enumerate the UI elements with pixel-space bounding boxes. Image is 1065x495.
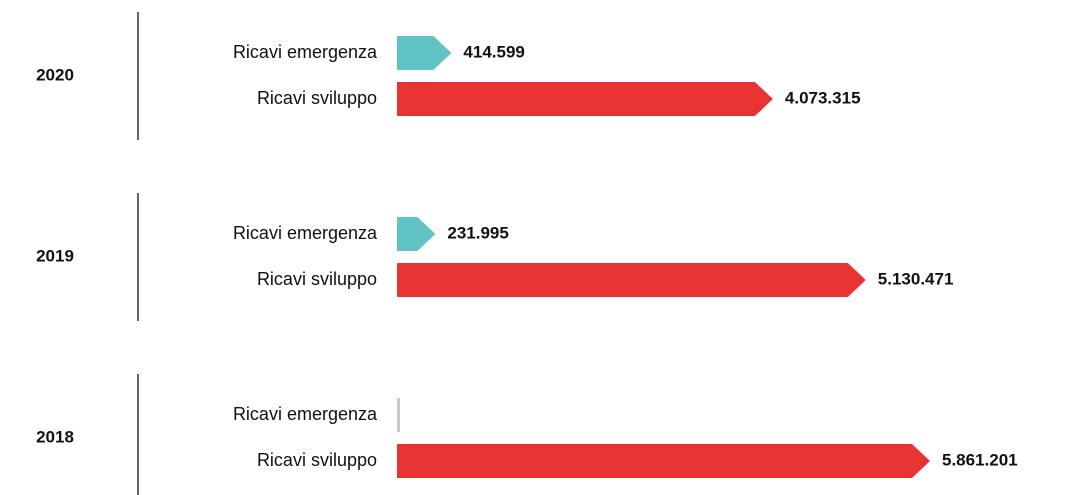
bar bbox=[397, 263, 866, 297]
value-label: 414.599 bbox=[463, 42, 524, 61]
series-label: Ricavi sviluppo bbox=[257, 450, 377, 470]
series-label: Ricavi emergenza bbox=[233, 404, 378, 424]
year-label: 2018 bbox=[36, 427, 74, 446]
value-label: 5.130.471 bbox=[878, 269, 954, 288]
bar bbox=[397, 82, 773, 116]
bar bbox=[397, 36, 452, 70]
value-label: 231.995 bbox=[447, 223, 508, 242]
bar bbox=[397, 217, 436, 251]
bar bbox=[397, 444, 930, 478]
series-label: Ricavi emergenza bbox=[233, 42, 378, 62]
bar bbox=[397, 398, 400, 432]
year-label: 2020 bbox=[36, 65, 74, 84]
series-label: Ricavi sviluppo bbox=[257, 88, 377, 108]
value-label: 5.861.201 bbox=[942, 450, 1018, 469]
value-label: 4.073.315 bbox=[785, 88, 861, 107]
series-label: Ricavi emergenza bbox=[233, 223, 378, 243]
series-label: Ricavi sviluppo bbox=[257, 269, 377, 289]
year-label: 2019 bbox=[36, 246, 74, 265]
